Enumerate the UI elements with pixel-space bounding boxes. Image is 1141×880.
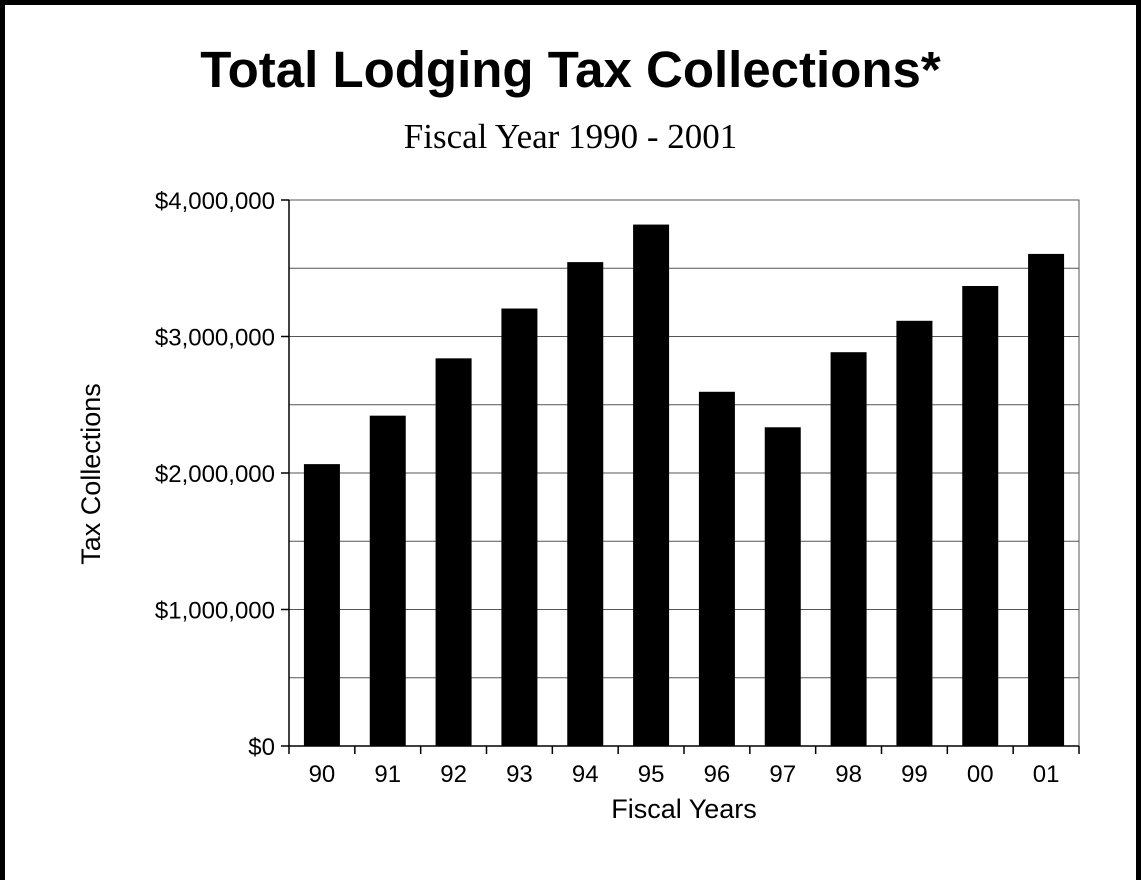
y-tick-label: $0 — [248, 734, 275, 761]
bar-91 — [369, 415, 406, 746]
bar-99 — [896, 320, 933, 746]
y-axis-title: Tax Collections — [76, 383, 106, 565]
bar-95 — [633, 224, 670, 746]
y-tick-label: $1,000,000 — [155, 598, 275, 625]
bar-00 — [962, 285, 999, 746]
x-tick-label: 94 — [572, 761, 599, 788]
x-axis-title: Fiscal Years — [611, 794, 757, 824]
x-tick-label: 95 — [638, 761, 665, 788]
bar-97 — [764, 427, 801, 746]
bar-94 — [567, 262, 604, 746]
x-tick-label: 92 — [440, 761, 467, 788]
y-tick-label: $2,000,000 — [155, 461, 275, 488]
y-axis-ticks: $0 $1,000,000 $2,000,000 $3,000,000 $4,000,0… — [155, 188, 289, 761]
chart-title: Total Lodging Tax Collections* — [200, 41, 941, 98]
bars — [303, 224, 1065, 747]
x-tick-label: 90 — [309, 761, 336, 788]
chart-subtitle: Fiscal Year 1990 - 2001 — [403, 117, 738, 156]
x-tick-label: 93 — [506, 761, 533, 788]
bar-96 — [698, 391, 735, 746]
x-tick-label: 91 — [374, 761, 401, 788]
bar-92 — [435, 358, 472, 746]
x-tick-label: 97 — [769, 761, 796, 788]
y-tick-label: $4,000,000 — [155, 188, 275, 215]
y-tick-label: $3,000,000 — [155, 325, 275, 352]
bar-01 — [1028, 253, 1065, 747]
x-tick-label: 99 — [901, 761, 928, 788]
bar-90 — [303, 464, 340, 746]
bar-93 — [501, 308, 538, 746]
x-tick-label: 01 — [1033, 761, 1060, 788]
bar-98 — [830, 352, 867, 746]
x-tick-label: 98 — [835, 761, 862, 788]
x-axis-ticks: 90 91 92 93 94 95 96 97 98 99 00 01 — [288, 746, 1080, 788]
x-tick-label: 00 — [967, 761, 994, 788]
x-tick-label: 96 — [704, 761, 731, 788]
gridlines — [289, 199, 1079, 679]
